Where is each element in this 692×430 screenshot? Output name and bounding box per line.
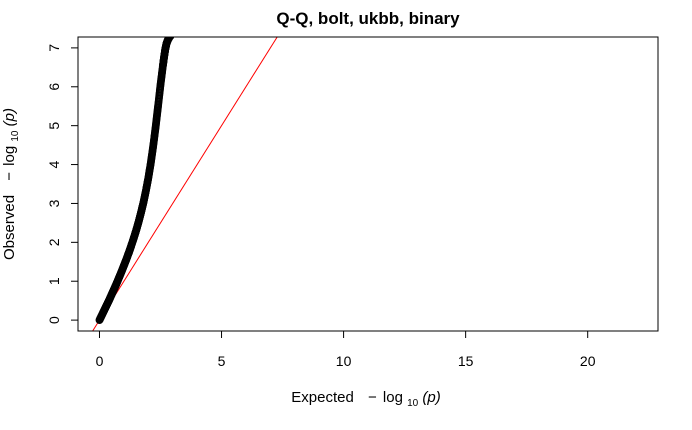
series-layer xyxy=(92,37,278,331)
x-axis-label-text: Expected xyxy=(291,389,354,406)
x-axis-label: Expected − log 10 (p) xyxy=(291,389,441,410)
x-axis-label-base: 10 xyxy=(407,398,419,409)
y-tick-label: 1 xyxy=(46,277,62,285)
y-tick-label: 0 xyxy=(46,316,62,324)
plot-frame xyxy=(77,36,659,332)
x-axis-label-arg: (p) xyxy=(422,389,440,406)
y-tick-label: 3 xyxy=(46,199,62,207)
y-tick-label: 5 xyxy=(46,122,62,130)
y-axis-label-log: log xyxy=(1,146,18,166)
chart-title: Q-Q, bolt, ukbb, binary xyxy=(276,9,460,28)
y-axis-label-text: Observed xyxy=(1,195,18,260)
x-tick-label: 15 xyxy=(458,353,474,369)
y-tick-label: 4 xyxy=(46,160,62,168)
observed-points xyxy=(95,37,175,325)
y-tick-label: 2 xyxy=(46,238,62,246)
x-tick-label: 5 xyxy=(218,353,226,369)
y-axis: 0 1 2 3 4 5 6 7 xyxy=(46,44,79,324)
y-tick-label: 6 xyxy=(46,83,62,91)
y-axis-label-minus: − xyxy=(1,172,18,181)
x-axis-label-minus: − xyxy=(368,389,377,406)
data-point xyxy=(166,37,175,41)
y-axis-label-base: 10 xyxy=(10,130,21,142)
plot-area xyxy=(77,36,659,332)
x-tick-label: 20 xyxy=(580,353,596,369)
x-tick-label: 10 xyxy=(336,353,352,369)
x-axis: 0 5 10 15 20 xyxy=(96,330,596,369)
x-tick-label: 0 xyxy=(96,353,104,369)
x-axis-label-log: log xyxy=(383,389,403,406)
y-tick-label: 7 xyxy=(46,44,62,52)
y-axis-label-arg: (p) xyxy=(1,108,18,126)
y-axis-label: Observed − log 10 (p) xyxy=(1,108,22,260)
